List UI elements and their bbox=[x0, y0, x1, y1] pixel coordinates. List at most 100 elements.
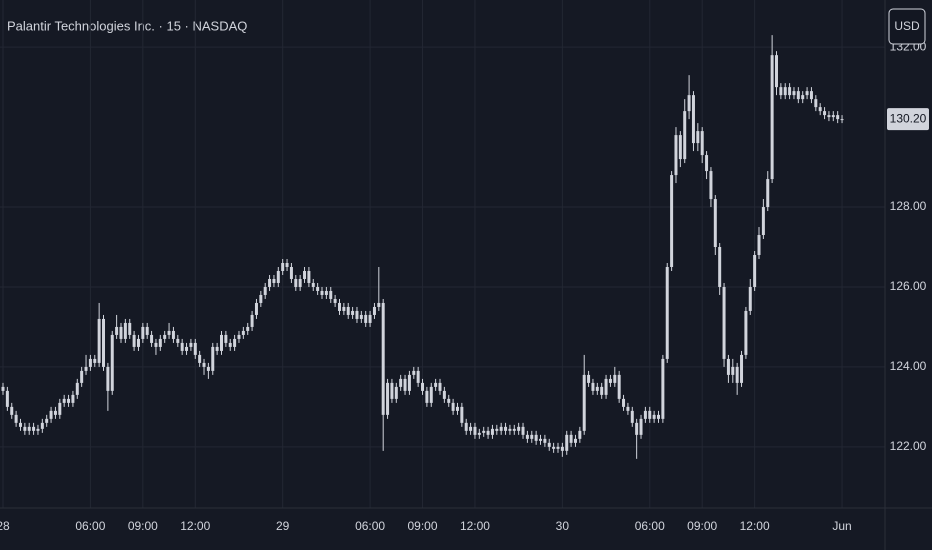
candle-body bbox=[578, 430, 582, 439]
candle-body bbox=[246, 326, 250, 331]
candle-body bbox=[639, 418, 643, 435]
candle-body bbox=[626, 406, 630, 411]
candle-body bbox=[394, 386, 398, 399]
candle-body bbox=[5, 390, 9, 407]
candle-body bbox=[600, 386, 604, 395]
candle-body bbox=[770, 55, 774, 180]
candle-body bbox=[455, 406, 459, 411]
candle-body bbox=[45, 418, 49, 423]
candle-body bbox=[460, 406, 464, 423]
candle-body bbox=[141, 326, 145, 339]
candle-body bbox=[412, 370, 416, 375]
candle-body bbox=[263, 286, 267, 295]
candle-body bbox=[796, 91, 800, 100]
candle-body bbox=[53, 410, 57, 415]
candle-body bbox=[683, 111, 687, 160]
candle-body bbox=[224, 334, 228, 343]
candle-body bbox=[525, 434, 529, 439]
candle-body bbox=[499, 426, 503, 431]
candle-body bbox=[622, 398, 626, 407]
currency-button-label[interactable]: USD bbox=[894, 19, 920, 33]
candle-body bbox=[429, 386, 433, 403]
candle-body bbox=[390, 382, 394, 399]
candle-body bbox=[110, 334, 114, 391]
candle-body bbox=[80, 370, 84, 383]
candle-body bbox=[163, 334, 167, 339]
candle-body bbox=[595, 386, 599, 391]
candle-body bbox=[604, 378, 608, 395]
candle-body bbox=[757, 235, 761, 255]
candle-body bbox=[696, 131, 700, 144]
x-tick-label: 06:00 bbox=[75, 519, 105, 533]
candle-body bbox=[517, 426, 521, 431]
currency-button[interactable] bbox=[888, 8, 926, 45]
candle-body bbox=[464, 422, 468, 431]
candle-body bbox=[709, 171, 713, 200]
candle-body bbox=[132, 334, 136, 347]
candle-body bbox=[193, 342, 197, 355]
candle-body bbox=[93, 358, 97, 363]
candle-body bbox=[62, 398, 66, 403]
candle-body bbox=[691, 95, 695, 144]
candle-body bbox=[10, 406, 14, 415]
candle-body bbox=[254, 302, 258, 315]
candle-body bbox=[823, 111, 827, 116]
candle-body bbox=[71, 394, 75, 403]
candle-body bbox=[818, 107, 822, 112]
candle-body bbox=[180, 342, 184, 351]
candle-body bbox=[617, 374, 621, 399]
candle-body bbox=[241, 330, 245, 335]
candle-body bbox=[27, 426, 31, 431]
candle-body bbox=[508, 428, 512, 431]
candle-body bbox=[276, 270, 280, 283]
candle-body bbox=[569, 434, 573, 443]
candle-body bbox=[744, 310, 748, 355]
candle-body bbox=[434, 382, 438, 387]
candle-body bbox=[705, 155, 709, 172]
candle-body bbox=[206, 366, 210, 371]
candle-body bbox=[761, 207, 765, 236]
candle-body bbox=[521, 426, 525, 435]
candle-body bbox=[421, 382, 425, 391]
x-tick-label: 06:00 bbox=[355, 519, 385, 533]
candle-body bbox=[36, 428, 40, 431]
candle-body bbox=[512, 428, 516, 431]
candle-body bbox=[591, 382, 595, 391]
candle-body bbox=[718, 247, 722, 287]
candle-body bbox=[368, 314, 372, 323]
candle-body bbox=[560, 446, 564, 451]
candle-body bbox=[311, 282, 315, 287]
candle-body bbox=[774, 55, 778, 88]
candle-body bbox=[700, 131, 704, 156]
candle-body bbox=[753, 254, 757, 287]
candle-body bbox=[788, 87, 792, 96]
candle-body bbox=[779, 87, 783, 96]
candle-body bbox=[543, 438, 547, 443]
candle-body bbox=[329, 290, 333, 299]
candle-body bbox=[176, 338, 180, 343]
candle-body bbox=[643, 410, 647, 419]
candle-body bbox=[678, 135, 682, 160]
candle-body bbox=[185, 346, 189, 351]
candle-body bbox=[14, 414, 18, 423]
candle-body bbox=[342, 306, 346, 311]
candle-body bbox=[504, 426, 508, 431]
candle-body bbox=[158, 338, 162, 347]
candle-body bbox=[150, 334, 154, 343]
candle-body bbox=[556, 446, 560, 449]
candle-body bbox=[337, 302, 341, 311]
candle-body bbox=[281, 262, 285, 271]
candle-body bbox=[307, 270, 311, 283]
candle-body bbox=[88, 358, 92, 367]
candle-body bbox=[189, 342, 193, 347]
candle-body bbox=[220, 334, 223, 351]
candle-body bbox=[102, 318, 106, 367]
candle-body bbox=[355, 310, 359, 319]
candle-body bbox=[364, 314, 368, 323]
candle-body bbox=[740, 354, 744, 383]
candle-body bbox=[486, 430, 490, 435]
candle-body bbox=[272, 278, 276, 283]
candle-body bbox=[215, 346, 219, 351]
candle-body bbox=[67, 398, 71, 403]
candle-body bbox=[573, 438, 577, 443]
